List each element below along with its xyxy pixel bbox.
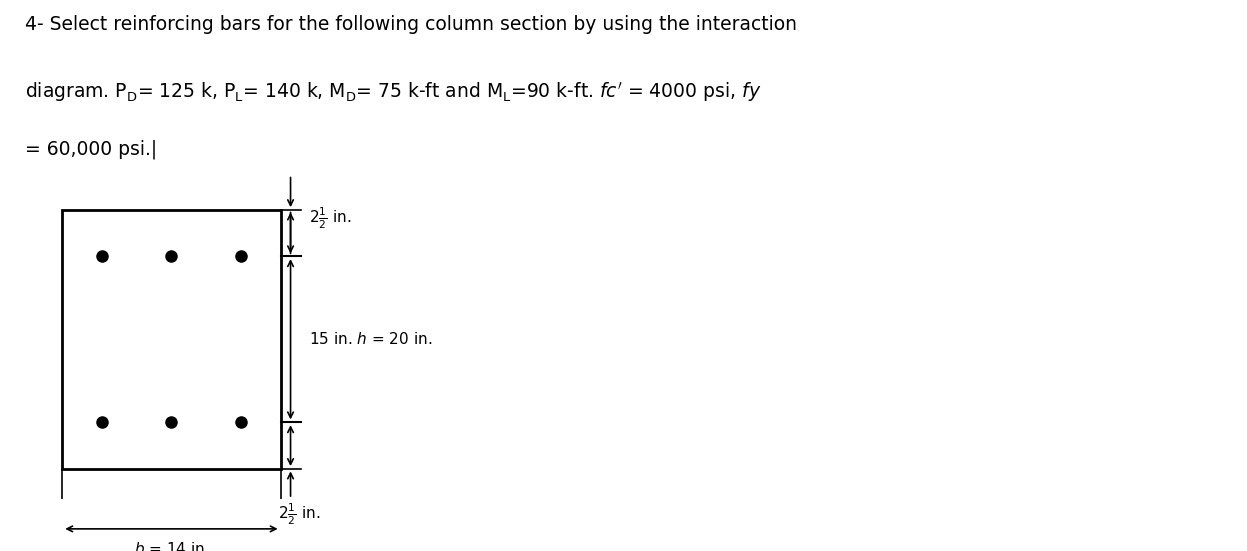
Text: $b$ = 14 in.: $b$ = 14 in. (133, 541, 209, 551)
Text: diagram. $\mathrm{P_D}$= 125 k, $\mathrm{P_L}$= 140 k, $\mathrm{M_D}$= 75 k-ft a: diagram. $\mathrm{P_D}$= 125 k, $\mathrm… (25, 80, 761, 104)
Bar (62, 209, 281, 469)
Text: $2\frac{1}{2}$ in.: $2\frac{1}{2}$ in. (278, 501, 320, 527)
Text: $2\frac{1}{2}$ in.: $2\frac{1}{2}$ in. (309, 205, 352, 231)
Text: 15 in. $h$ = 20 in.: 15 in. $h$ = 20 in. (309, 331, 433, 347)
Text: 4- Select reinforcing bars for the following column section by using the interac: 4- Select reinforcing bars for the follo… (25, 15, 797, 34)
Text: = 60,000 psi.|: = 60,000 psi.| (25, 140, 157, 159)
